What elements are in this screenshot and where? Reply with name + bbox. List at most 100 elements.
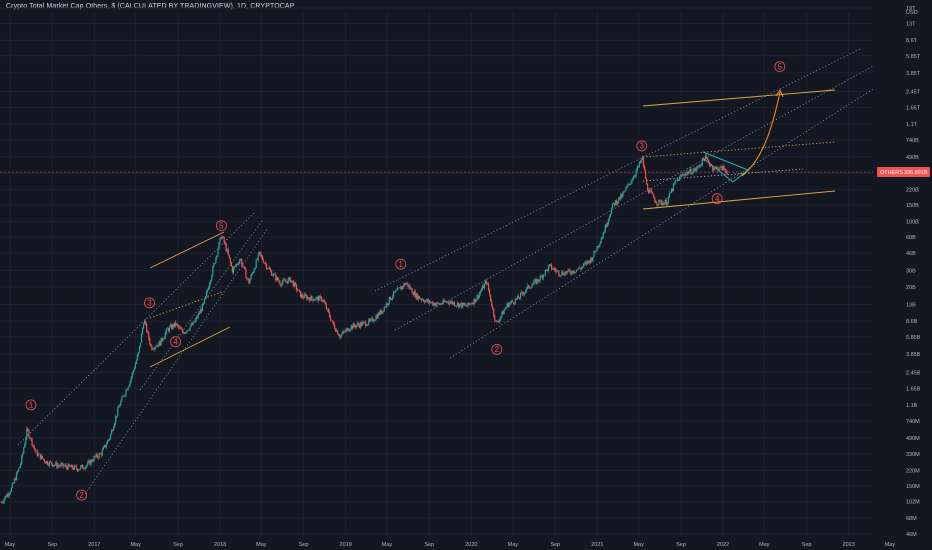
candle-body (106, 440, 109, 445)
y-tick-label: 100B (906, 219, 919, 225)
candle-body (315, 297, 317, 300)
candle-body (92, 461, 94, 462)
candle-body (717, 167, 719, 171)
y-tick-label: 740B (906, 138, 919, 144)
candle-body (13, 478, 16, 483)
candle-body (105, 444, 108, 447)
candle-body (271, 270, 273, 276)
candle-body (490, 294, 492, 301)
candle-body (695, 169, 697, 171)
candle-body (251, 273, 253, 275)
candle-body (73, 465, 75, 470)
candle-body (115, 416, 117, 424)
candle-body (536, 279, 538, 284)
candle-body (164, 332, 166, 338)
candle-body (652, 193, 654, 195)
x-tick-label: 2021 (591, 542, 603, 548)
candle-body (103, 445, 105, 448)
candle-body (305, 294, 307, 296)
candle-body (421, 299, 424, 301)
candle-body (38, 453, 40, 455)
candle-body (507, 303, 509, 307)
candle-body (294, 282, 297, 285)
candle-body (659, 199, 661, 201)
candle-body (84, 468, 86, 470)
candle-body (295, 284, 298, 290)
candle-body (346, 328, 348, 330)
candle-body (197, 313, 199, 318)
candle-body (464, 304, 466, 306)
candle-body (19, 466, 21, 469)
candle-body (711, 165, 713, 167)
candle-body (401, 286, 403, 290)
candle-body (708, 162, 711, 166)
candle-body (29, 436, 31, 439)
candle-body (540, 275, 542, 277)
candle-body (302, 294, 304, 298)
candle-body (542, 274, 544, 279)
candle-body (43, 459, 46, 462)
x-tick-label: 2022 (717, 542, 729, 548)
projection-arrow (775, 88, 784, 98)
candle-body (150, 344, 152, 346)
candle-body (666, 202, 668, 206)
candle-body (592, 257, 594, 261)
candle-body (47, 464, 50, 466)
candle-body (693, 168, 695, 171)
candle-body (591, 257, 593, 261)
candle-body (437, 302, 439, 304)
x-axis[interactable]: May Sep 2017 May Sep 2018 May Sep 2019 May Sep 2020… (0, 536, 932, 550)
price-tag: OTHERS 336.891B (877, 167, 930, 178)
candle-body (366, 325, 368, 327)
candle-body (433, 303, 435, 306)
candle-body (413, 291, 415, 295)
candle-body (119, 405, 121, 407)
candle-body (718, 169, 720, 171)
candle-body (664, 200, 666, 203)
candle-body (690, 169, 692, 175)
candle-body (165, 328, 167, 333)
candle-body (42, 458, 44, 460)
candle-body (76, 468, 79, 471)
candle-body (546, 269, 549, 271)
wave-label: 4 (173, 337, 178, 346)
candle-body (20, 464, 22, 467)
candle-body (33, 445, 35, 449)
y-axis[interactable]: 19T 13T 8.6T 5.85T 3.85T 2.45T 1.65T 1.1T 740B 49… (873, 0, 932, 550)
candle-body (198, 313, 200, 314)
candle-body (701, 158, 703, 165)
x-tick-label: Sep (47, 542, 57, 548)
candle-body (493, 307, 495, 316)
candle-body (611, 203, 614, 209)
candle-body (554, 268, 556, 270)
candle-body (454, 305, 457, 307)
candle-body (570, 273, 572, 274)
channel-line-dotted (449, 71, 901, 359)
candle-body (135, 360, 137, 364)
x-tick-label: May (759, 542, 770, 548)
candle-body (700, 164, 702, 166)
candle-body (608, 216, 611, 220)
candle-body (452, 302, 455, 304)
x-tick-label: May (256, 542, 267, 548)
candle-body (393, 291, 396, 293)
candle-body (58, 465, 60, 466)
candle-body (513, 303, 515, 304)
candle-body (518, 298, 521, 299)
candle-body (317, 296, 319, 301)
wave-label: 3 (147, 299, 152, 308)
candle-body (262, 259, 264, 263)
candle-body (598, 244, 600, 247)
candle-body (634, 174, 636, 177)
candle-body (126, 389, 128, 391)
candle-body (291, 280, 293, 282)
candle-body (511, 300, 513, 302)
candle-body (506, 303, 508, 308)
candle-body (242, 264, 244, 266)
candle-body (698, 166, 700, 167)
price-tag-value: 336.891B (904, 170, 928, 176)
candle-body (374, 319, 376, 321)
candle-body (668, 192, 670, 198)
candle-body (670, 189, 672, 193)
